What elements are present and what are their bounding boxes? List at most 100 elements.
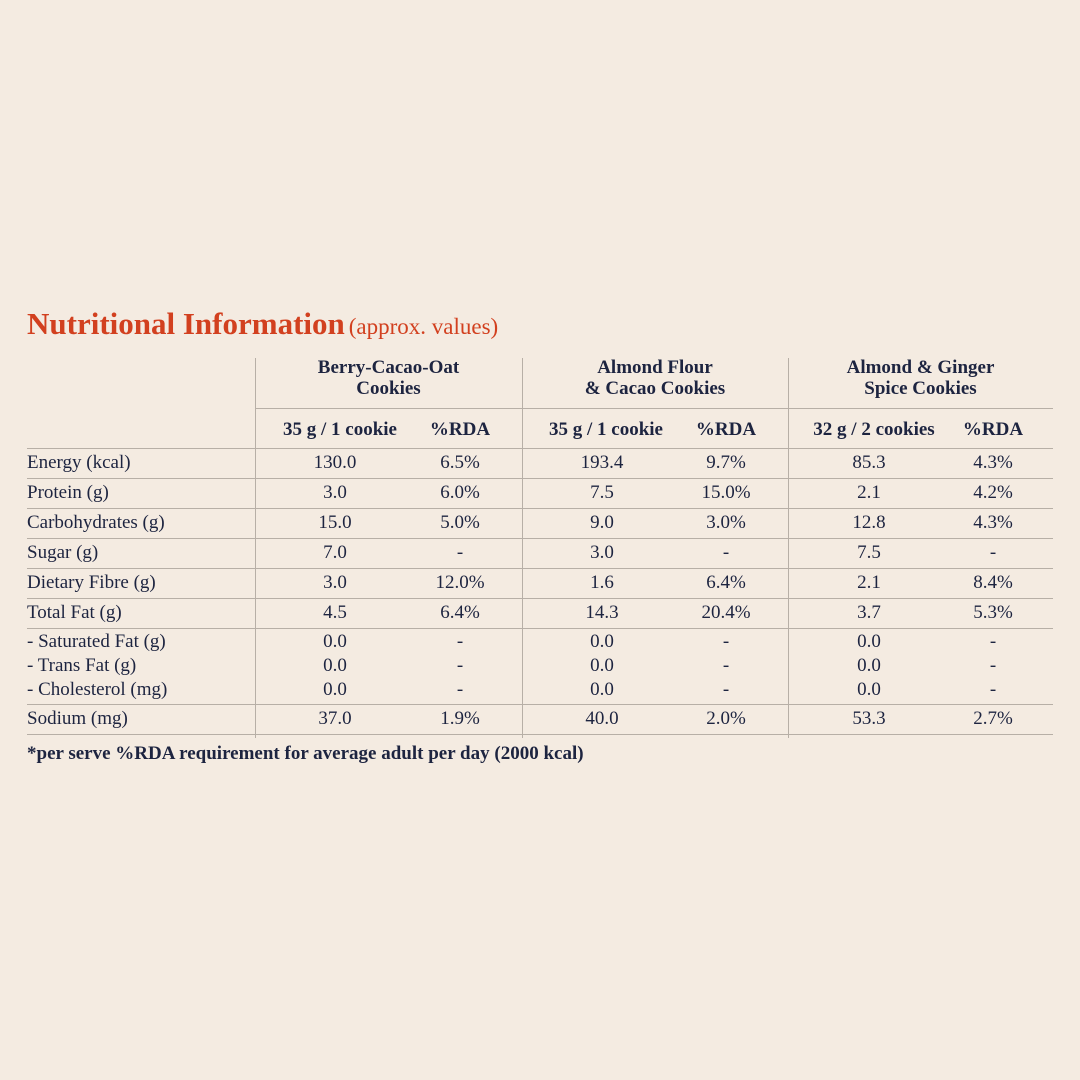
row-label: Sugar (g) bbox=[27, 542, 99, 563]
column-divider bbox=[522, 358, 523, 738]
cell: 8.4% bbox=[973, 572, 1013, 593]
cell: 7.5 bbox=[857, 542, 881, 563]
cell: 130.0 bbox=[313, 452, 357, 473]
row-rule bbox=[27, 448, 1053, 449]
row-label: - Trans Fat (g) bbox=[27, 655, 137, 676]
cell: 37.0 bbox=[318, 708, 352, 729]
cell: 40.0 bbox=[585, 708, 619, 729]
cell: - bbox=[722, 631, 730, 652]
cell: - bbox=[456, 631, 464, 652]
cell: 1.6 bbox=[590, 572, 614, 593]
cell: 14.3 bbox=[585, 602, 619, 623]
cell: 5.3% bbox=[973, 602, 1013, 623]
row-label: Energy (kcal) bbox=[27, 452, 131, 473]
row-rule bbox=[27, 704, 1053, 705]
product-name: Cookies bbox=[356, 378, 421, 399]
cell: 4.5 bbox=[323, 602, 347, 623]
serving-header: 35 g / 1 cookie bbox=[549, 419, 663, 440]
cell: - bbox=[456, 655, 464, 676]
cell: 0.0 bbox=[857, 655, 881, 676]
row-label: Protein (g) bbox=[27, 482, 109, 503]
row-rule bbox=[27, 538, 1053, 539]
cell: 0.0 bbox=[857, 631, 881, 652]
cell: 3.0 bbox=[323, 572, 347, 593]
cell: 3.0 bbox=[323, 482, 347, 503]
cell: 4.3% bbox=[973, 452, 1013, 473]
cell: 2.1 bbox=[857, 572, 881, 593]
rda-header: %RDA bbox=[695, 419, 757, 440]
cell: 85.3 bbox=[852, 452, 886, 473]
cell: 0.0 bbox=[590, 631, 614, 652]
cell: 4.2% bbox=[973, 482, 1013, 503]
row-label: Total Fat (g) bbox=[27, 602, 122, 623]
serving-header: 35 g / 1 cookie bbox=[283, 419, 397, 440]
product-name: Spice Cookies bbox=[864, 378, 977, 399]
cell: - bbox=[989, 679, 997, 700]
row-rule bbox=[27, 628, 1053, 629]
cell: 12.8 bbox=[852, 512, 886, 533]
cell: 4.3% bbox=[973, 512, 1013, 533]
cell: 3.0 bbox=[590, 542, 614, 563]
cell: 0.0 bbox=[323, 655, 347, 676]
cell: 3.0% bbox=[706, 512, 746, 533]
row-label: Carbohydrates (g) bbox=[27, 512, 165, 533]
cell: - bbox=[456, 679, 464, 700]
header-rule bbox=[788, 408, 1053, 409]
column-divider bbox=[255, 358, 256, 738]
cell: 2.7% bbox=[973, 708, 1013, 729]
row-rule bbox=[27, 598, 1053, 599]
cell: 9.7% bbox=[706, 452, 746, 473]
cell: 20.4% bbox=[701, 602, 751, 623]
cell: - bbox=[722, 542, 730, 563]
row-label: - Cholesterol (mg) bbox=[27, 679, 168, 700]
cell: 5.0% bbox=[440, 512, 480, 533]
header-rule bbox=[255, 408, 522, 409]
title: Nutritional Information bbox=[27, 306, 345, 341]
cell: 53.3 bbox=[852, 708, 886, 729]
cell: - bbox=[456, 542, 464, 563]
serving-header: 32 g / 2 cookies bbox=[813, 419, 935, 440]
cell: - bbox=[722, 655, 730, 676]
row-rule bbox=[27, 508, 1053, 509]
cell: 193.4 bbox=[580, 452, 624, 473]
rda-header: %RDA bbox=[962, 419, 1024, 440]
cell: 1.9% bbox=[440, 708, 480, 729]
cell: 12.0% bbox=[435, 572, 485, 593]
product-name: Almond & Ginger bbox=[846, 357, 995, 378]
cell: 6.5% bbox=[440, 452, 480, 473]
cell: 2.0% bbox=[706, 708, 746, 729]
product-name: Almond Flour bbox=[597, 357, 713, 378]
cell: 15.0% bbox=[701, 482, 751, 503]
row-rule bbox=[27, 734, 1053, 735]
cell: 0.0 bbox=[590, 655, 614, 676]
cell: 0.0 bbox=[590, 679, 614, 700]
column-divider bbox=[788, 358, 789, 738]
header-rule bbox=[522, 408, 788, 409]
rda-header: %RDA bbox=[429, 419, 491, 440]
cell: 7.5 bbox=[590, 482, 614, 503]
row-label: Dietary Fibre (g) bbox=[27, 572, 156, 593]
cell: 0.0 bbox=[857, 679, 881, 700]
row-rule bbox=[27, 568, 1053, 569]
cell: 2.1 bbox=[857, 482, 881, 503]
subtitle: (approx. values) bbox=[348, 314, 499, 339]
product-name: & Cacao Cookies bbox=[584, 378, 726, 399]
heading: Nutritional Information (approx. values) bbox=[27, 306, 498, 342]
row-label: - Saturated Fat (g) bbox=[27, 631, 166, 652]
cell: 6.0% bbox=[440, 482, 480, 503]
cell: 0.0 bbox=[323, 631, 347, 652]
product-name: Berry-Cacao-Oat bbox=[317, 357, 460, 378]
cell: 9.0 bbox=[590, 512, 614, 533]
cell: - bbox=[989, 631, 997, 652]
cell: 3.7 bbox=[857, 602, 881, 623]
cell: - bbox=[722, 679, 730, 700]
footnote: *per serve %RDA requirement for average … bbox=[27, 743, 584, 764]
cell: 6.4% bbox=[440, 602, 480, 623]
cell: 15.0 bbox=[318, 512, 352, 533]
cell: - bbox=[989, 655, 997, 676]
cell: - bbox=[989, 542, 997, 563]
cell: 6.4% bbox=[706, 572, 746, 593]
cell: 7.0 bbox=[323, 542, 347, 563]
row-rule bbox=[27, 478, 1053, 479]
